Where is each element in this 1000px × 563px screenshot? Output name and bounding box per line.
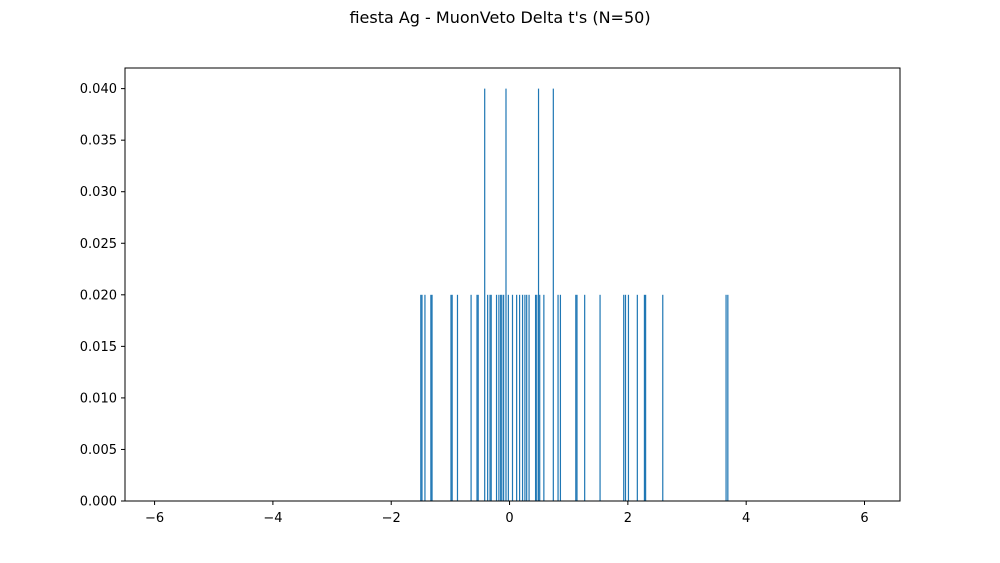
bar <box>623 294 625 501</box>
bar <box>450 294 452 501</box>
bar <box>727 294 729 501</box>
bar <box>503 294 505 501</box>
x-tick-label: −4 <box>263 511 282 526</box>
bar <box>498 294 500 501</box>
y-tick-label: 0.015 <box>80 340 117 355</box>
bar <box>662 294 664 501</box>
y-tick-label: 0.010 <box>80 391 117 406</box>
bars-group <box>420 88 729 501</box>
bar <box>534 294 537 501</box>
bar <box>489 294 491 501</box>
y-tick-label: 0.035 <box>80 134 117 149</box>
bar <box>624 294 627 501</box>
bar <box>584 294 586 501</box>
bar <box>490 294 492 501</box>
bar <box>430 294 432 501</box>
bar <box>537 88 540 501</box>
bar <box>451 294 453 501</box>
x-tick-label: 2 <box>624 511 632 526</box>
chart-title: fiesta Ag - MuonVeto Delta t's (N=50) <box>349 8 651 27</box>
bar <box>576 294 578 501</box>
y-axis-ticks: 0.000 0.005 0.010 0.015 0.020 0.025 0.030 0.035… <box>80 82 125 510</box>
bar <box>487 294 489 501</box>
bar <box>495 294 498 501</box>
bar <box>725 294 727 501</box>
bar <box>501 294 503 501</box>
bar <box>516 294 518 501</box>
x-tick-label: −6 <box>145 511 164 526</box>
bar <box>645 294 647 501</box>
x-tick-label: 4 <box>742 511 750 526</box>
x-tick-label: 6 <box>860 511 868 526</box>
x-tick-label: 0 <box>505 511 513 526</box>
bar <box>470 294 472 501</box>
bar <box>575 294 577 501</box>
bar <box>521 294 524 501</box>
x-axis-ticks: −6 −4 −2 0 2 4 6 <box>145 501 869 526</box>
bar <box>539 294 541 501</box>
plot-frame <box>124 67 901 502</box>
bar <box>599 294 601 501</box>
bar <box>424 294 426 501</box>
y-tick-label: 0.020 <box>80 288 117 303</box>
y-tick-label: 0.030 <box>80 185 117 200</box>
y-tick-label: 0.025 <box>80 237 117 252</box>
bar <box>518 294 521 501</box>
y-tick-label: 0.000 <box>80 495 117 510</box>
bar <box>643 294 646 501</box>
bar <box>505 88 507 501</box>
bar <box>456 294 459 501</box>
bar <box>536 294 538 501</box>
bar <box>511 294 514 501</box>
bar <box>636 294 638 501</box>
bar <box>524 294 526 501</box>
bar <box>552 88 554 501</box>
bar <box>420 294 422 501</box>
x-tick-label: −2 <box>382 511 401 526</box>
bar <box>543 294 545 501</box>
y-tick-label: 0.040 <box>80 82 117 97</box>
bar <box>421 294 423 501</box>
bar <box>500 294 502 501</box>
bar <box>431 294 433 501</box>
bar <box>557 294 559 501</box>
bar <box>528 294 530 501</box>
bar <box>526 294 528 501</box>
bar <box>559 294 562 501</box>
bar <box>476 294 478 501</box>
bar <box>484 88 486 501</box>
bar <box>627 294 630 501</box>
bar <box>507 294 509 501</box>
bar <box>477 294 479 501</box>
y-tick-label: 0.005 <box>80 443 117 458</box>
